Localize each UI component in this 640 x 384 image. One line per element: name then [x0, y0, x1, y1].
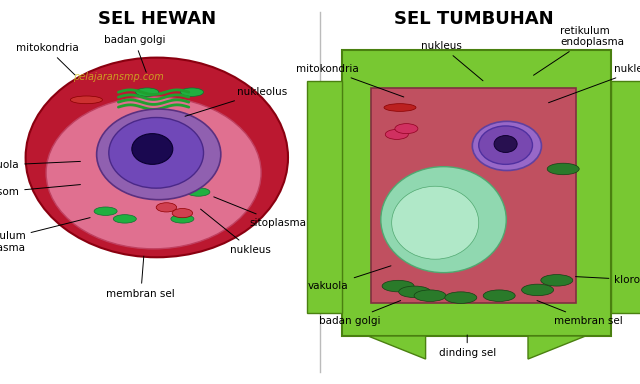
Text: nukleus: nukleus [200, 209, 271, 255]
Text: retikulum
endoplasma: retikulum endoplasma [534, 26, 624, 75]
Text: nukleolus: nukleolus [548, 64, 640, 103]
Text: sitoplasma: sitoplasma [214, 197, 307, 228]
Ellipse shape [171, 215, 194, 223]
Text: badan golgi: badan golgi [104, 35, 165, 72]
Text: kloroplasma: kloroplasma [575, 275, 640, 285]
Ellipse shape [522, 284, 554, 296]
Ellipse shape [382, 280, 414, 292]
Ellipse shape [97, 109, 221, 200]
Bar [371, 88, 576, 303]
Ellipse shape [399, 286, 431, 298]
Ellipse shape [472, 121, 541, 170]
Text: membran sel: membran sel [106, 256, 175, 299]
Ellipse shape [445, 292, 477, 303]
Text: pelajaransmp.com: pelajaransmp.com [73, 72, 164, 82]
Ellipse shape [156, 203, 177, 212]
Ellipse shape [109, 118, 204, 188]
Ellipse shape [547, 163, 579, 175]
Ellipse shape [120, 134, 143, 142]
Ellipse shape [180, 88, 204, 96]
Ellipse shape [190, 149, 213, 158]
Text: badan golgi: badan golgi [319, 301, 401, 326]
Ellipse shape [414, 290, 446, 301]
Polygon shape [528, 336, 586, 359]
Text: lisosom: lisosom [0, 185, 81, 197]
Ellipse shape [479, 126, 532, 164]
Bar [611, 81, 640, 313]
Ellipse shape [94, 207, 117, 215]
Ellipse shape [395, 124, 418, 134]
Ellipse shape [384, 104, 416, 111]
Text: vakuola: vakuola [308, 266, 391, 291]
Text: membran sel: membran sel [537, 301, 622, 326]
Text: SEL HEWAN: SEL HEWAN [98, 10, 216, 28]
Text: dinding sel: dinding sel [438, 335, 496, 358]
Ellipse shape [494, 136, 517, 152]
Ellipse shape [385, 129, 408, 139]
Text: vakuola: vakuola [0, 160, 81, 170]
Ellipse shape [392, 186, 479, 259]
Ellipse shape [132, 134, 173, 164]
Ellipse shape [381, 167, 506, 273]
Text: nukleus: nukleus [421, 41, 483, 81]
Text: SEL TUMBUHAN: SEL TUMBUHAN [394, 10, 554, 28]
Ellipse shape [172, 209, 193, 218]
Ellipse shape [483, 290, 515, 301]
Bar [307, 81, 342, 313]
Ellipse shape [187, 188, 210, 196]
Text: retikulum
endoplasma: retikulum endoplasma [0, 218, 90, 253]
Ellipse shape [46, 97, 261, 249]
Bar [342, 50, 611, 336]
Ellipse shape [136, 88, 159, 96]
Polygon shape [368, 336, 426, 359]
Ellipse shape [113, 215, 136, 223]
Ellipse shape [70, 96, 102, 104]
Text: nukleolus: nukleolus [185, 87, 287, 116]
Ellipse shape [541, 275, 573, 286]
Ellipse shape [26, 58, 288, 257]
Text: mitokondria: mitokondria [16, 43, 79, 75]
Text: mitokondria: mitokondria [296, 64, 404, 97]
